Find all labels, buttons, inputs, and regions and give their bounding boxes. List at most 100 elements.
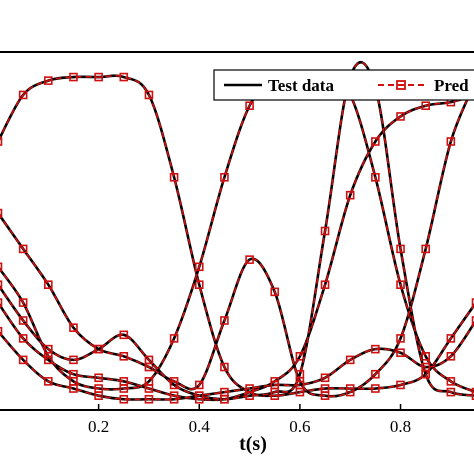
pred-marker xyxy=(119,394,129,404)
pred-marker xyxy=(396,280,405,290)
pred-line xyxy=(0,74,474,393)
pred-marker xyxy=(345,355,355,365)
pred-marker xyxy=(345,190,355,200)
legend-test-label: Test data xyxy=(268,76,334,95)
pred-marker xyxy=(94,344,103,354)
pred-marker xyxy=(220,387,229,397)
x-tick-label: 0.8 xyxy=(390,417,411,436)
pred-marker xyxy=(471,298,474,307)
pred-marker xyxy=(396,334,405,343)
pred-marker xyxy=(371,344,380,354)
pred-marker xyxy=(18,90,28,100)
pred-marker xyxy=(371,384,380,393)
pred-line xyxy=(0,322,474,401)
legend: Test data Pred xyxy=(213,69,474,101)
pred-marker xyxy=(446,351,456,361)
pred-marker xyxy=(0,208,3,218)
series-3 xyxy=(0,76,474,400)
pred-marker xyxy=(18,334,28,343)
pred-marker xyxy=(144,394,154,404)
pred-marker xyxy=(44,377,53,386)
pred-marker xyxy=(245,101,254,110)
pred-marker xyxy=(471,391,474,400)
pred-marker xyxy=(169,394,179,404)
legend-pred-label: Pred xyxy=(434,76,469,95)
pred-marker xyxy=(220,173,229,182)
pred-marker xyxy=(144,90,154,100)
series-5 xyxy=(0,60,474,404)
pred-marker xyxy=(396,244,405,254)
pred-marker xyxy=(0,326,3,336)
axes-layer: 0.2 0.4 0.6 0.8 xyxy=(0,51,474,436)
pred-marker xyxy=(421,101,430,110)
pred-marker xyxy=(345,387,355,397)
pred-marker xyxy=(320,226,330,236)
pred-marker xyxy=(119,330,129,340)
series-6 xyxy=(0,316,474,404)
pred-marker xyxy=(295,369,305,379)
pred-marker xyxy=(69,72,78,82)
pred-marker xyxy=(446,377,456,386)
pred-marker xyxy=(396,112,405,121)
x-axis-title: t(s) xyxy=(239,433,267,455)
pred-marker xyxy=(119,351,129,361)
pred-marker xyxy=(94,72,103,82)
pred-marker xyxy=(194,262,204,272)
series-2 xyxy=(0,72,474,397)
pred-marker xyxy=(471,316,474,325)
pred-marker xyxy=(0,280,3,290)
series-1 xyxy=(0,72,474,400)
pred-marker xyxy=(220,316,229,325)
pred-marker xyxy=(69,323,78,332)
pred-marker xyxy=(94,391,103,400)
pred-line xyxy=(0,61,474,401)
pred-marker xyxy=(220,362,229,372)
pred-marker xyxy=(270,287,280,297)
pred-marker xyxy=(144,384,154,393)
pred-marker xyxy=(421,244,430,254)
pred-marker xyxy=(194,380,204,390)
pred-marker xyxy=(295,380,305,390)
pred-marker xyxy=(371,137,380,146)
pred-marker xyxy=(44,344,53,354)
legend-pred-marker xyxy=(396,80,406,90)
pred-marker xyxy=(18,355,28,365)
pred-marker xyxy=(18,316,28,325)
pred-marker xyxy=(194,391,204,400)
pred-marker xyxy=(169,334,179,343)
pred-marker xyxy=(44,280,53,290)
pred-marker xyxy=(194,280,204,290)
pred-marker xyxy=(0,298,3,307)
pred-marker xyxy=(421,351,430,361)
test-data-line xyxy=(0,74,474,398)
pred-marker xyxy=(44,355,53,365)
pred-marker xyxy=(18,298,28,307)
x-tick-label: 0.6 xyxy=(289,417,310,436)
pred-marker xyxy=(169,380,179,390)
pred-marker xyxy=(0,137,3,146)
pred-marker xyxy=(446,334,456,343)
pred-marker xyxy=(0,262,3,272)
pred-marker xyxy=(270,380,280,390)
pred-marker xyxy=(320,373,330,383)
pred-marker xyxy=(119,377,129,386)
series-layer xyxy=(0,60,474,404)
pred-marker xyxy=(320,391,330,400)
pred-line xyxy=(0,74,474,397)
pred-marker xyxy=(94,373,103,383)
pred-marker xyxy=(69,369,78,379)
pred-marker xyxy=(245,255,254,264)
pred-marker xyxy=(119,72,129,82)
pred-marker xyxy=(44,76,53,85)
pred-marker xyxy=(396,380,405,390)
x-tick-label: 0.4 xyxy=(189,417,211,436)
test-data-line xyxy=(0,73,474,393)
pred-marker xyxy=(320,280,330,290)
pred-marker xyxy=(396,348,405,358)
pred-marker xyxy=(69,384,78,393)
x-tick-label: 0.2 xyxy=(88,417,109,436)
pred-marker xyxy=(245,384,254,393)
pred-marker xyxy=(18,244,28,254)
pred-marker xyxy=(421,362,430,372)
